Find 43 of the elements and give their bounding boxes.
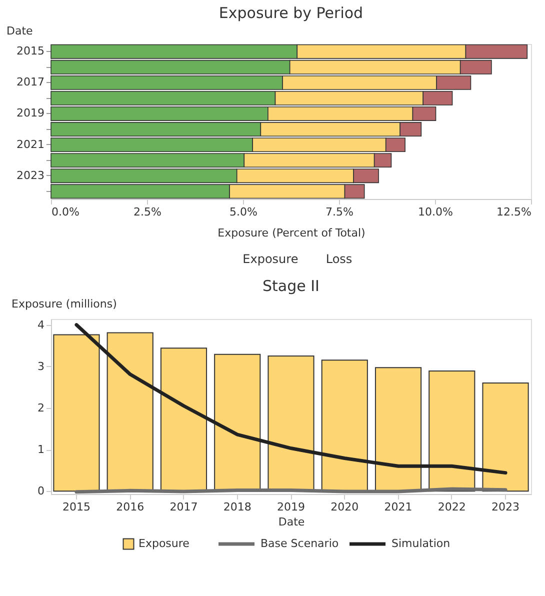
x-tick-label: 7.5% bbox=[326, 206, 354, 218]
bar bbox=[428, 370, 476, 492]
y-tick-label: 3 bbox=[38, 360, 44, 373]
x-tick-label: 2022 bbox=[438, 500, 466, 514]
y-tick-label: 2021 bbox=[16, 138, 44, 151]
legend-label: Exposure bbox=[138, 537, 190, 550]
y-axis-title: Date bbox=[6, 24, 34, 38]
x-axis-title: Exposure (Percent of Total) bbox=[218, 226, 366, 240]
y-tick-label: 2023 bbox=[16, 168, 44, 182]
legend-label: Base Scenario bbox=[260, 537, 339, 550]
y-tick-label: 2 bbox=[38, 401, 44, 414]
x-tick-label: 2023 bbox=[492, 500, 520, 514]
bar bbox=[160, 348, 208, 492]
y-axis-title: Exposure (millions) bbox=[12, 298, 117, 310]
y-tick-label: 2019 bbox=[16, 106, 44, 120]
x-axis-title: Date bbox=[278, 516, 305, 528]
line-series bbox=[74, 323, 508, 475]
x-tick-label: 2.5% bbox=[134, 206, 162, 218]
bar bbox=[53, 334, 100, 492]
bar bbox=[482, 382, 529, 492]
x-tick-label: 2018 bbox=[223, 500, 252, 514]
text: Loss bbox=[326, 252, 352, 266]
y-tick-label: 4 bbox=[38, 318, 44, 332]
x-tick-label: 0.0% bbox=[52, 206, 80, 218]
y-tick-label: 2017 bbox=[16, 76, 44, 89]
bar bbox=[374, 367, 422, 492]
x-tick-label: 10.0% bbox=[418, 206, 453, 218]
x-tick-label: 12.5% bbox=[496, 206, 532, 218]
y-tick-label: 1 bbox=[38, 443, 44, 456]
x-tick-label: 2020 bbox=[330, 500, 359, 514]
y-tick-label: 0 bbox=[38, 484, 44, 498]
x-tick-label: 2015 bbox=[62, 500, 90, 514]
x-tick-label: 5.0% bbox=[230, 206, 258, 218]
chart-title: Stage II bbox=[262, 277, 320, 295]
x-tick-label: 2016 bbox=[116, 500, 144, 514]
chart-title: Exposure by Period bbox=[218, 4, 364, 22]
legend-label: Simulation bbox=[392, 537, 450, 550]
x-tick-label: 2019 bbox=[277, 500, 305, 514]
x-tick-label: 2021 bbox=[384, 500, 412, 514]
x-tick-label: 2017 bbox=[170, 500, 198, 514]
bar bbox=[321, 360, 368, 492]
y-tick-label: 2015 bbox=[16, 44, 44, 58]
text: Exposure bbox=[242, 252, 298, 266]
